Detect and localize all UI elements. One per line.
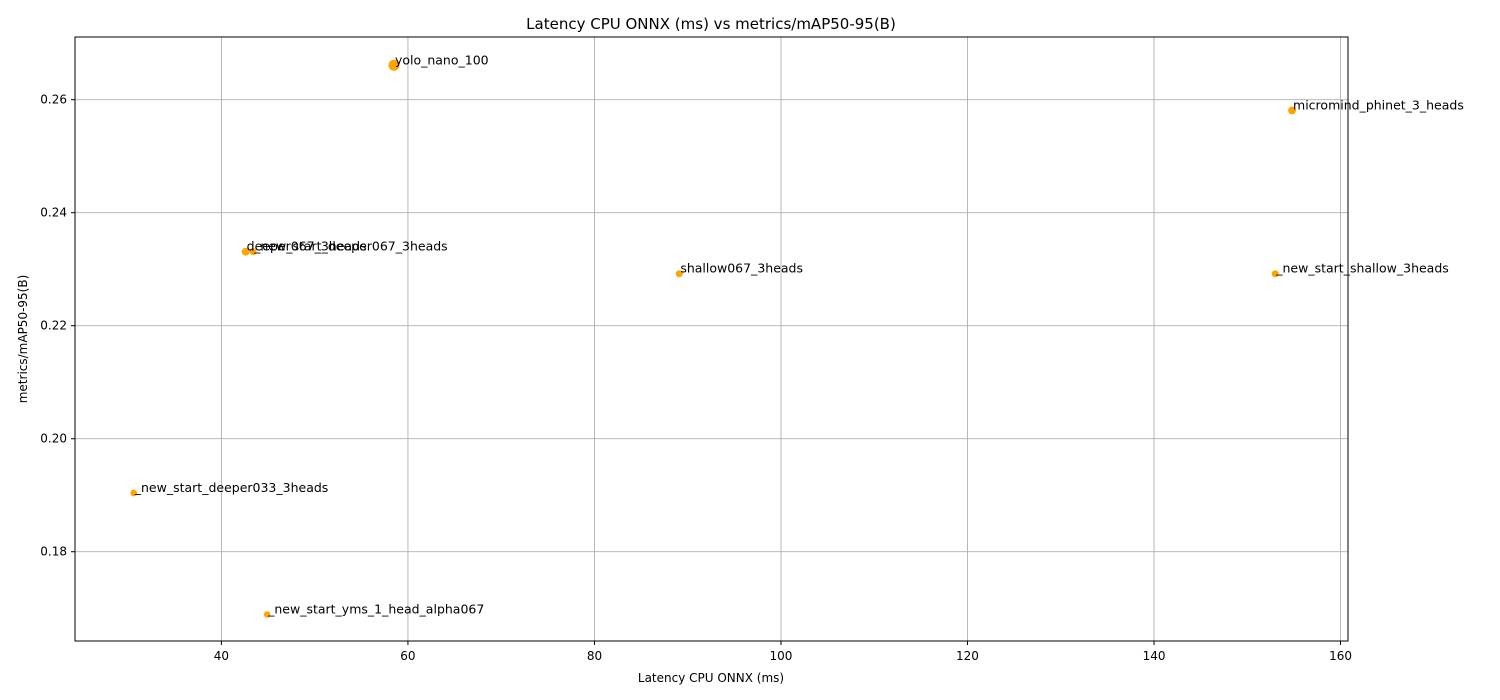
x-tick-label: 120	[956, 649, 979, 663]
x-tick-label: 60	[400, 649, 415, 663]
plot-frame	[74, 36, 1349, 642]
x-tick-label: 100	[770, 649, 793, 663]
data-point	[263, 611, 271, 618]
label-layer: yolo_nano_100 micromind_phinet_3_headsdee…	[134, 52, 1464, 616]
point-label: shallow067_3heads	[680, 261, 803, 276]
point-label: micromind_phinet_3_heads	[1293, 97, 1464, 112]
y-tick-label: 0.18	[40, 545, 67, 559]
point-label: _new_start_shallow_3heads	[1275, 261, 1449, 276]
point-label: deeper067_3heads	[247, 239, 367, 254]
point-layer	[130, 59, 1296, 618]
data-point	[675, 270, 683, 278]
data-point	[1288, 106, 1296, 115]
point-label: _new_start_deeper033_3heads	[134, 480, 329, 495]
y-tick-label: 0.22	[40, 319, 67, 333]
point-label: _new_start_yms_1_head_alpha067	[267, 601, 484, 616]
point-label: _new_start_deeper067_3heads	[253, 239, 448, 254]
y-tick-label: 0.24	[40, 206, 67, 220]
x-axis-label: Latency CPU ONNX (ms)	[638, 671, 784, 685]
data-point	[130, 489, 138, 497]
data-point	[241, 247, 250, 256]
y-tick-label: 0.26	[40, 93, 67, 107]
point-label: yolo_nano_100	[395, 52, 489, 67]
y-axis-label: metrics/mAP50-95(B)	[16, 275, 30, 404]
data-point	[388, 59, 400, 71]
x-tick-label: 160	[1329, 649, 1352, 663]
x-tick-label: 40	[214, 649, 229, 663]
grid-layer	[75, 37, 1348, 641]
tick-layer: 40 60 80 100 120 140 160 0.18 0.20 0.22 0.24 0.26	[40, 93, 1352, 663]
x-tick-label: 80	[587, 649, 602, 663]
data-point	[1271, 270, 1279, 278]
x-tick-label: 140	[1143, 649, 1166, 663]
y-tick-label: 0.20	[40, 432, 67, 446]
chart-title: Latency CPU ONNX (ms) vs metrics/mAP50-9…	[526, 15, 896, 33]
data-point	[249, 248, 257, 256]
